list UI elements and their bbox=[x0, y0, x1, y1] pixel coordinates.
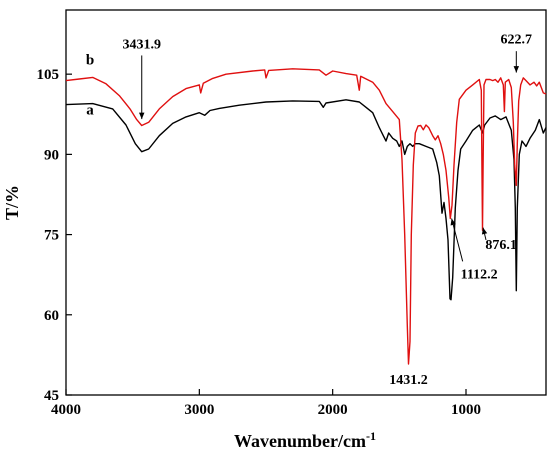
x-axis-title: Wavenumber/cm-1 bbox=[234, 429, 376, 451]
x-tick-label: 1000 bbox=[451, 402, 481, 418]
series-label-b: b bbox=[86, 53, 94, 69]
plot-area: a b 3431.9 622.7 1431.2 876.1 1112.2 4000 3000 2… bbox=[37, 9, 547, 418]
x-tick-label: 2000 bbox=[318, 402, 348, 418]
y-tick-label: 45 bbox=[44, 388, 59, 404]
series-line-a bbox=[65, 99, 547, 301]
x-tick-label: 4000 bbox=[51, 402, 81, 418]
peak-label: 1112.2 bbox=[461, 267, 498, 282]
annotation-arrow-head bbox=[450, 218, 456, 226]
plot-frame bbox=[65, 9, 547, 396]
annotation-arrow-head bbox=[513, 66, 520, 73]
peak-label: 3431.9 bbox=[122, 38, 161, 53]
y-tick-label: 105 bbox=[37, 67, 60, 83]
x-axis-title-main: Wavenumber/cm bbox=[234, 431, 366, 451]
x-tick-label: 3000 bbox=[184, 402, 214, 418]
peak-label: 1431.2 bbox=[389, 373, 428, 388]
y-tick-label: 75 bbox=[44, 228, 59, 244]
series-label-a: a bbox=[86, 102, 94, 118]
peak-label: 876.1 bbox=[485, 238, 517, 253]
series-layer bbox=[65, 68, 547, 365]
annotation-arrow-head bbox=[481, 227, 488, 235]
x-axis-ticks: 4000 3000 2000 1000 bbox=[51, 389, 481, 418]
y-axis-title: T/% bbox=[2, 185, 22, 220]
y-tick-label: 90 bbox=[44, 147, 59, 163]
peak-label: 622.7 bbox=[501, 33, 533, 48]
y-axis-ticks: 45 60 75 90 105 bbox=[37, 67, 72, 404]
annotation-layer: a b 3431.9 622.7 1431.2 876.1 1112.2 bbox=[86, 33, 532, 388]
annotation-arrow-line bbox=[451, 218, 464, 262]
x-axis-title-superscript: -1 bbox=[366, 429, 376, 443]
annotation-arrow-head bbox=[139, 112, 145, 120]
y-tick-label: 60 bbox=[44, 308, 59, 324]
series-line-b bbox=[65, 68, 547, 365]
